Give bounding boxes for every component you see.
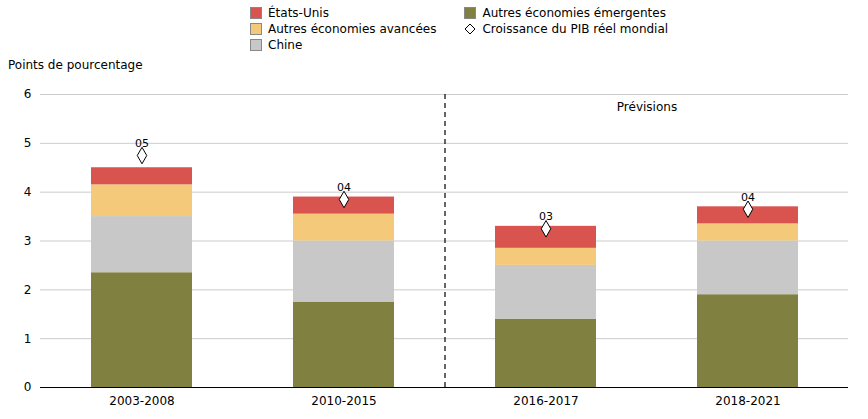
svg-text:0: 0	[24, 380, 32, 394]
svg-text:1: 1	[24, 332, 32, 346]
html-text:Autres économies avancées: Autres économies avancées	[268, 22, 437, 36]
html-text:Autres économies émergentes: Autres économies émergentes	[482, 6, 666, 20]
svg-text:5: 5	[24, 136, 32, 150]
svg-text:2016-2017: 2016-2017	[513, 394, 578, 408]
html-text:Croissance du PIB réel mondial: Croissance du PIB réel mondial	[482, 22, 669, 36]
svg-text:2018-2021: 2018-2021	[715, 394, 780, 408]
html-text:États-Unis: États-Unis	[268, 6, 329, 20]
svg-text:05: 05	[135, 137, 149, 150]
svg-text:3: 3	[24, 234, 32, 248]
svg-text:04: 04	[337, 181, 351, 194]
svg-text:Prévisions: Prévisions	[617, 100, 677, 114]
svg-text:2010-2015: 2010-2015	[311, 394, 376, 408]
svg-text:03: 03	[539, 210, 553, 223]
svg-text:2: 2	[24, 283, 32, 297]
svg-text:6: 6	[24, 87, 32, 101]
svg-text:04: 04	[741, 191, 755, 204]
html-text:Chine: Chine	[268, 38, 303, 52]
html-text:Points de pourcentage: Points de pourcentage	[8, 58, 143, 72]
svg-text:2003-2008: 2003-2008	[109, 394, 174, 408]
svg-text:4: 4	[24, 185, 32, 199]
